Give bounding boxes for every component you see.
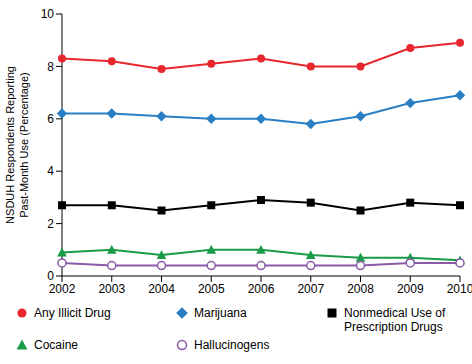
svg-text:4: 4 <box>47 164 54 178</box>
svg-text:2003: 2003 <box>98 282 125 296</box>
svg-text:8: 8 <box>47 60 54 74</box>
svg-text:2: 2 <box>47 217 54 231</box>
svg-text:10: 10 <box>41 7 55 21</box>
html-text:Marijuana: Marijuana <box>194 306 247 320</box>
svg-text:0: 0 <box>47 269 54 283</box>
html-text:NSDUH Respondents Reporting: NSDUH Respondents Reporting <box>4 66 16 224</box>
svg-text:2006: 2006 <box>248 282 275 296</box>
html-text:Cocaine: Cocaine <box>34 338 78 352</box>
html-text:Past-Month Use (Percentage): Past-Month Use (Percentage) <box>18 72 30 218</box>
svg-text:2008: 2008 <box>347 282 374 296</box>
html-text:Any Illicit Drug: Any Illicit Drug <box>34 306 111 320</box>
html-text:Hallucinogens: Hallucinogens <box>194 338 270 352</box>
html-text:Nonmedical Use of Prescription: Nonmedical Use of Prescription Drugs <box>344 306 446 334</box>
svg-text:2009: 2009 <box>397 282 424 296</box>
svg-text:2007: 2007 <box>297 282 324 296</box>
svg-text:2002: 2002 <box>49 282 76 296</box>
svg-text:2010: 2010 <box>447 282 464 296</box>
svg-text:2004: 2004 <box>148 282 175 296</box>
svg-text:6: 6 <box>47 112 54 126</box>
svg-text:2005: 2005 <box>198 282 225 296</box>
